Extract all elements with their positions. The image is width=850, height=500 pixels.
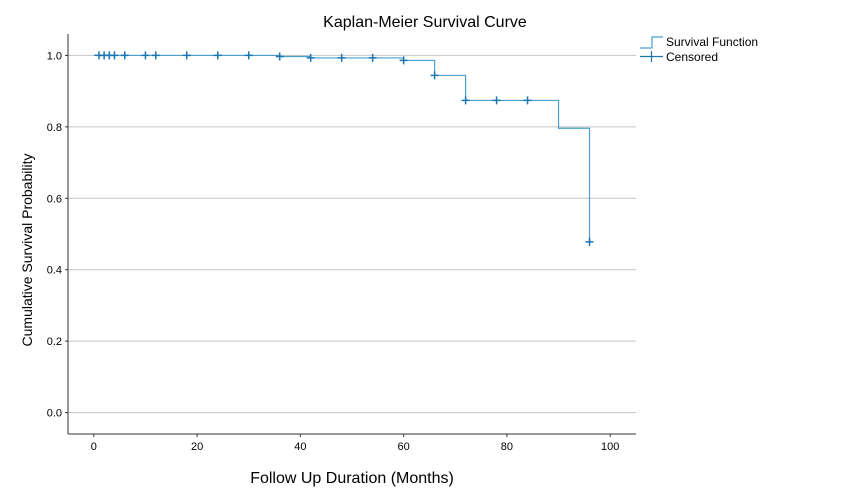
- legend-survival-function-label: Survival Function: [666, 35, 758, 49]
- censored-marker: [585, 237, 594, 246]
- x-tick-label: 60: [398, 441, 410, 453]
- censored-marker: [399, 56, 408, 65]
- series-layer: [93, 54, 591, 242]
- censored-marker: [213, 51, 222, 60]
- survival-function-line: [93, 54, 591, 242]
- x-tick-label: 80: [501, 441, 513, 453]
- legend-survival-function-icon: [640, 36, 663, 49]
- censored-marker: [275, 52, 284, 61]
- y-tick-label: 0.0: [47, 408, 62, 420]
- censored-marker: [430, 71, 439, 80]
- legend: Survival Function Censored: [640, 35, 758, 64]
- censored-marker: [368, 53, 377, 62]
- censored-marker: [120, 51, 129, 60]
- x-tick-label: 20: [191, 441, 203, 453]
- chart-title: Kaplan-Meier Survival Curve: [323, 14, 527, 31]
- grid-layer: [68, 54, 636, 414]
- y-tick-label: 0.6: [47, 193, 62, 205]
- y-axis-label: Cumulative Survival Probability: [19, 154, 35, 347]
- censored-marker: [337, 53, 346, 62]
- censored-marker: [244, 51, 253, 60]
- y-tick-label: 1.0: [47, 50, 62, 62]
- censored-marker: [461, 96, 470, 105]
- axes-layer: [67, 34, 636, 435]
- x-axis-label: Follow Up Duration (Months): [250, 470, 454, 487]
- y-tick-label: 0.4: [47, 265, 62, 277]
- legend-censored-label: Censored: [666, 50, 718, 64]
- legend-censored-icon: [640, 51, 663, 62]
- x-tick-label: 100: [601, 441, 619, 453]
- censored-marker: [182, 51, 191, 60]
- marker-layer: [94, 51, 594, 246]
- y-tick-label: 0.8: [47, 122, 62, 134]
- censored-marker: [151, 51, 160, 60]
- x-tick-label: 40: [294, 441, 306, 453]
- censored-marker: [492, 96, 501, 105]
- y-tick-label: 0.2: [47, 336, 62, 348]
- censored-marker: [306, 53, 315, 62]
- censored-marker: [523, 96, 532, 105]
- censored-marker: [141, 51, 150, 60]
- ticks-layer: 0.0 0.2 0.4 0.6 0.8 1.0 0 20 40 60 80 100: [47, 50, 620, 453]
- censored-marker: [110, 51, 119, 60]
- x-tick-label: 0: [91, 441, 97, 453]
